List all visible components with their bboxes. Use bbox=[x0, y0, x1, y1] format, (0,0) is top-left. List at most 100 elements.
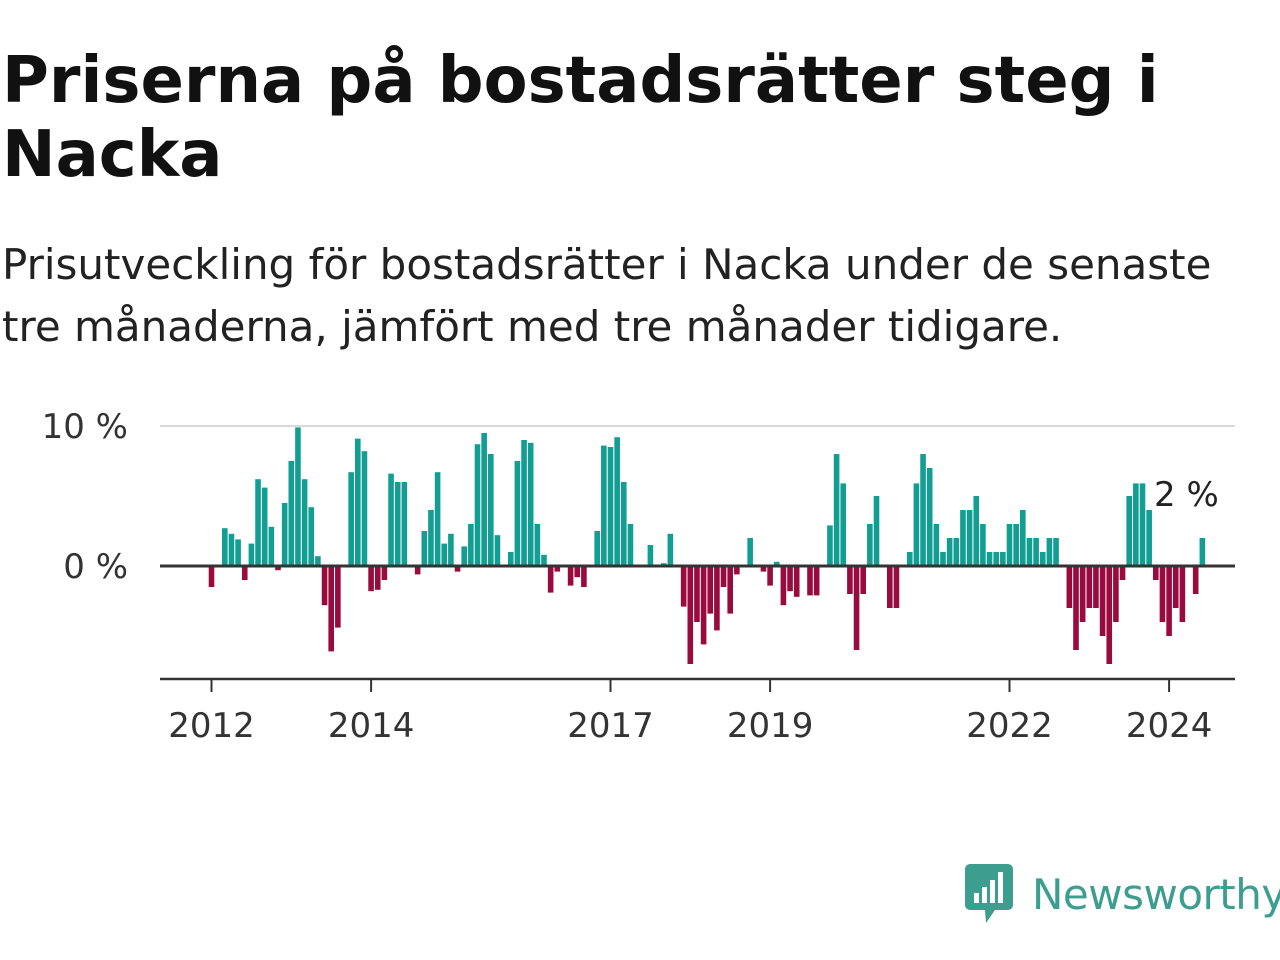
bar bbox=[321, 566, 328, 606]
bar bbox=[860, 566, 866, 594]
axis-labels: 10 % 0 % 2012 2014 2017 2019 2022 2024 2 % bbox=[42, 407, 1219, 746]
latest-value-label: 2 % bbox=[1154, 475, 1219, 515]
bar bbox=[1192, 566, 1199, 594]
bar bbox=[780, 566, 787, 606]
bar bbox=[873, 496, 880, 566]
bar bbox=[255, 479, 261, 566]
bar bbox=[374, 566, 381, 590]
bar bbox=[1013, 524, 1019, 566]
bar bbox=[335, 566, 341, 628]
bar bbox=[594, 531, 600, 566]
bar bbox=[1139, 483, 1146, 566]
bar bbox=[960, 510, 966, 566]
bar bbox=[694, 566, 700, 622]
bar bbox=[481, 433, 487, 566]
bar bbox=[241, 566, 248, 580]
bar bbox=[328, 566, 334, 652]
bar bbox=[760, 566, 767, 572]
bar bbox=[1000, 552, 1006, 566]
bar bbox=[747, 538, 753, 566]
bar bbox=[1133, 483, 1139, 566]
bar bbox=[248, 543, 255, 566]
bar bbox=[840, 483, 847, 566]
bar bbox=[348, 472, 354, 566]
x-tick-label: 2014 bbox=[328, 706, 415, 746]
bar bbox=[1113, 566, 1119, 622]
bar bbox=[421, 531, 428, 566]
bar bbox=[448, 533, 454, 566]
bar bbox=[494, 535, 501, 566]
bar bbox=[1126, 496, 1132, 566]
bar bbox=[488, 454, 494, 566]
bar bbox=[507, 552, 514, 566]
bar bbox=[813, 566, 820, 596]
bar bbox=[727, 566, 733, 614]
bar bbox=[1033, 538, 1039, 566]
bar bbox=[394, 482, 401, 566]
bar bbox=[414, 566, 421, 575]
bar bbox=[288, 461, 295, 566]
x-tick-label: 2019 bbox=[727, 706, 814, 746]
bar bbox=[1073, 566, 1079, 650]
bar bbox=[734, 566, 740, 575]
bar bbox=[222, 528, 228, 566]
bar bbox=[601, 445, 607, 566]
bar bbox=[474, 444, 481, 566]
y-tick-label: 10 % bbox=[42, 407, 128, 447]
bar bbox=[361, 451, 368, 566]
bar bbox=[295, 427, 301, 566]
bar bbox=[847, 566, 853, 594]
bar bbox=[621, 482, 627, 566]
bar bbox=[1053, 538, 1059, 566]
bar bbox=[940, 552, 946, 566]
bar bbox=[893, 566, 900, 608]
bar bbox=[906, 552, 913, 566]
bar bbox=[1093, 566, 1099, 608]
bar bbox=[920, 454, 926, 566]
bar bbox=[793, 566, 800, 597]
bar bbox=[547, 566, 554, 593]
bar bbox=[1146, 510, 1152, 566]
chart-bubble-icon bbox=[965, 864, 1013, 923]
bar bbox=[434, 472, 441, 566]
bar bbox=[527, 442, 534, 566]
brand-logo[interactable]: Newsworthy bbox=[964, 862, 1280, 926]
bar bbox=[714, 566, 720, 631]
x-tick-label: 2022 bbox=[966, 706, 1053, 746]
bar bbox=[1172, 566, 1179, 608]
bar bbox=[208, 566, 215, 587]
page-title: Priserna på bostadsrätter steg i Nacka bbox=[2, 44, 1159, 192]
bar bbox=[833, 454, 840, 566]
bar bbox=[581, 566, 587, 587]
y-tick-label: 0 % bbox=[63, 547, 128, 587]
bars bbox=[208, 427, 1206, 664]
bar bbox=[1159, 566, 1166, 622]
bar bbox=[827, 525, 833, 566]
bar bbox=[355, 438, 361, 566]
bar bbox=[275, 566, 281, 571]
bar bbox=[1039, 552, 1046, 566]
bar bbox=[687, 566, 694, 664]
bar bbox=[1079, 566, 1086, 622]
bar bbox=[461, 546, 467, 566]
bar bbox=[468, 524, 474, 566]
bar bbox=[926, 468, 933, 566]
bar bbox=[680, 566, 687, 607]
bar bbox=[514, 461, 521, 566]
axes bbox=[160, 564, 1235, 692]
bar bbox=[980, 524, 986, 566]
bar bbox=[867, 524, 873, 566]
bar bbox=[627, 524, 634, 566]
bar bbox=[707, 566, 714, 614]
bar bbox=[1199, 538, 1206, 566]
bar bbox=[541, 554, 547, 566]
bar bbox=[1006, 524, 1013, 566]
bar bbox=[807, 566, 813, 596]
bar bbox=[667, 533, 674, 566]
bar bbox=[1046, 538, 1053, 566]
bar bbox=[401, 482, 408, 566]
bar bbox=[853, 566, 860, 650]
bar bbox=[261, 487, 268, 566]
bar bbox=[607, 447, 614, 566]
bar bbox=[315, 556, 321, 566]
